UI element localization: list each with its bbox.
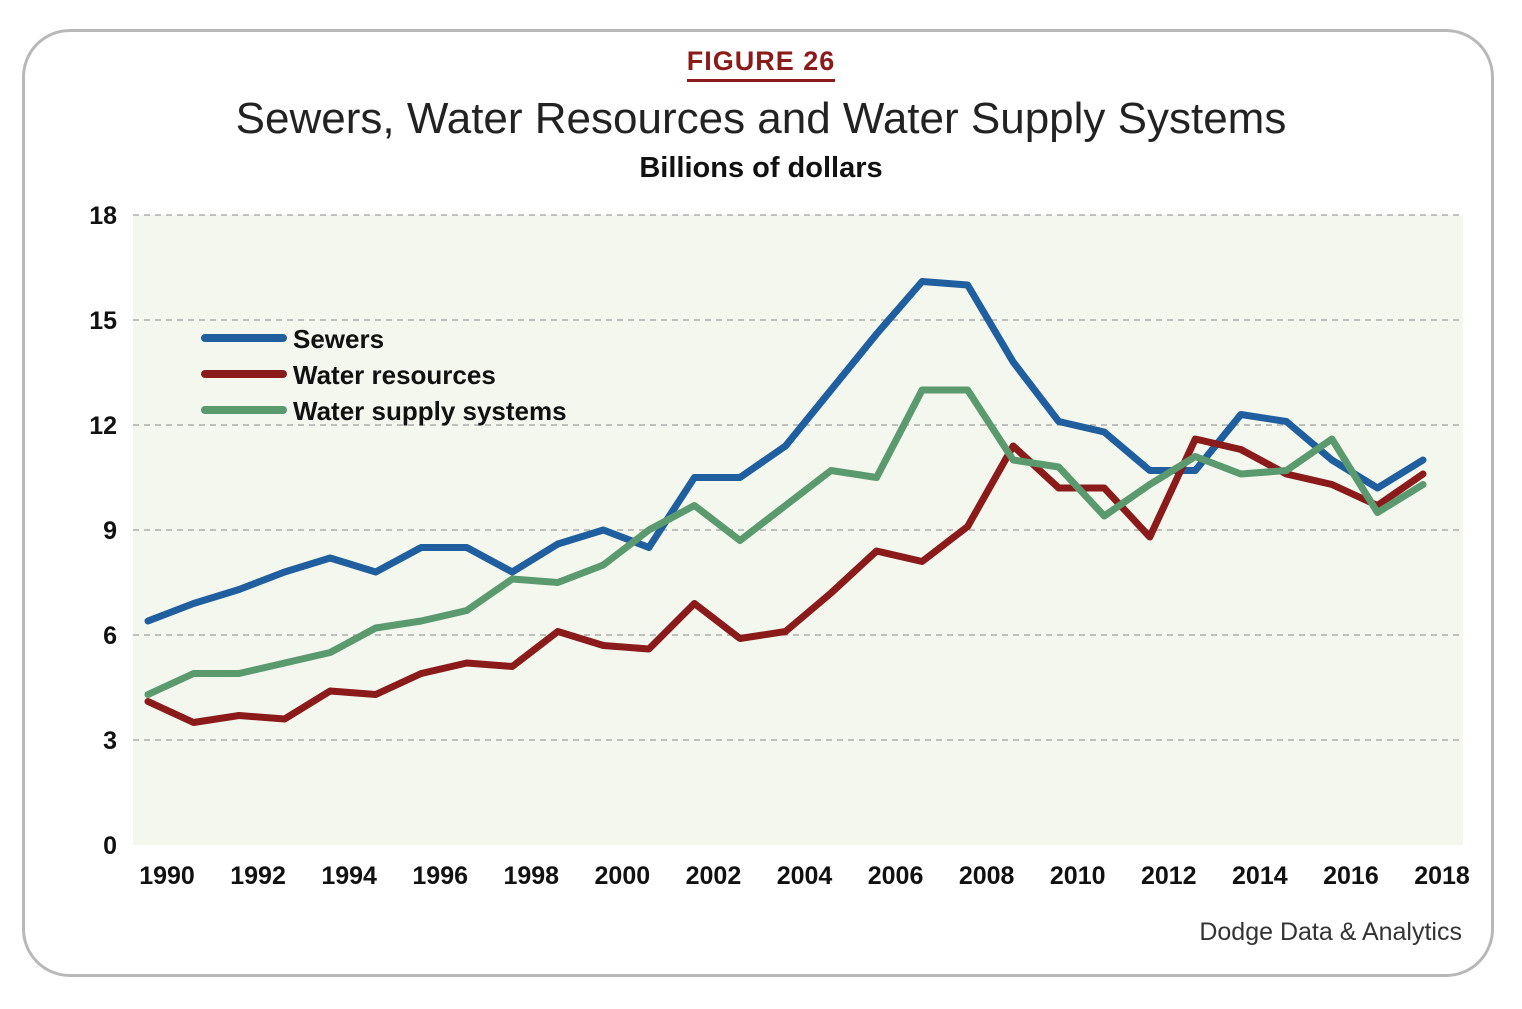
x-tick-label: 2010: [1050, 862, 1106, 890]
legend-label: Water resources: [293, 360, 496, 390]
y-tick-label: 3: [103, 727, 117, 755]
x-tick-label: 1994: [321, 862, 377, 890]
legend-label: Sewers: [293, 324, 384, 354]
series-line-sewers: [144, 278, 1427, 625]
x-tick-label: 2000: [595, 862, 651, 890]
chart-title: Sewers, Water Resources and Water Supply…: [235, 94, 1287, 143]
y-tick-label: 18: [89, 202, 117, 230]
x-tick-label: 1992: [230, 862, 286, 890]
y-axis-ticks: 0 3 6 9 12 15 18: [89, 202, 117, 860]
x-tick-label: 2012: [1141, 862, 1197, 890]
y-tick-label: 9: [103, 517, 117, 545]
gridlines: [133, 214, 1463, 741]
series-line-water-resources: [144, 435, 1427, 726]
x-tick-label: 2018: [1414, 862, 1470, 890]
x-tick-label: 2008: [959, 862, 1015, 890]
y-tick-label: 6: [103, 622, 117, 650]
series-lines: [144, 278, 1427, 726]
x-tick-label: 2004: [777, 862, 833, 890]
x-tick-label: 1990: [139, 862, 195, 890]
figure-label-text: FIGURE 26: [686, 46, 836, 82]
x-axis-ticks: 1990 1992 1994 1996 1998 2000 2002 2004 2006 2008…: [139, 862, 1470, 890]
x-tick-label: 2006: [868, 862, 924, 890]
series-line-water-supply-systems: [144, 386, 1427, 698]
x-tick-label: 2016: [1323, 862, 1379, 890]
y-tick-label: 0: [103, 832, 117, 860]
y-tick-label: 12: [89, 412, 117, 440]
legend-label: Water supply systems: [293, 396, 567, 426]
source-credit: Dodge Data & Analytics: [1199, 918, 1462, 946]
x-tick-label: 1996: [412, 862, 468, 890]
x-tick-label: 2002: [686, 862, 742, 890]
x-tick-label: 2014: [1232, 862, 1288, 890]
chart-subtitle: Billions of dollars: [639, 152, 883, 184]
legend: Sewers Water resources Water supply system…: [201, 324, 567, 426]
x-tick-label: 1998: [503, 862, 559, 890]
figure-label: FIGURE 26: [0, 46, 1522, 82]
y-tick-label: 15: [89, 307, 117, 335]
